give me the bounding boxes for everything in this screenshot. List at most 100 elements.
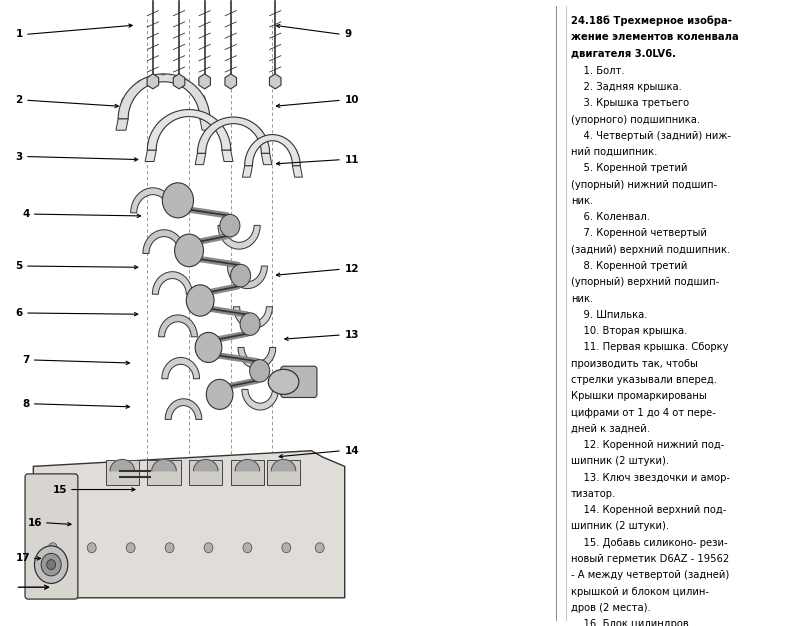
Polygon shape [218,225,260,249]
Circle shape [34,546,68,583]
Text: 1: 1 [15,29,23,39]
FancyBboxPatch shape [230,460,264,485]
Polygon shape [147,74,158,89]
Polygon shape [222,150,233,162]
Polygon shape [158,315,198,337]
Polygon shape [165,399,202,419]
Circle shape [48,543,58,553]
Polygon shape [242,166,253,177]
Text: Крышки промаркированы: Крышки промаркированы [570,391,706,401]
Text: ний подшипник.: ний подшипник. [570,147,657,157]
Circle shape [315,543,324,553]
Text: 4: 4 [22,209,30,219]
Text: крышкой и блоком цилин-: крышкой и блоком цилин- [570,587,709,597]
Text: шипник (2 штуки).: шипник (2 штуки). [570,456,669,466]
Polygon shape [143,230,185,254]
Polygon shape [270,74,281,89]
FancyBboxPatch shape [25,474,78,599]
Text: 16. Блок цилиндров.: 16. Блок цилиндров. [570,619,692,626]
Circle shape [165,543,174,553]
Text: стрелки указывали вперед.: стрелки указывали вперед. [570,375,717,385]
Circle shape [162,183,194,218]
Text: 1. Болт.: 1. Болт. [570,66,624,76]
Text: 2: 2 [15,95,23,105]
Text: 9: 9 [345,29,352,39]
Polygon shape [198,117,270,153]
Text: 11: 11 [345,155,359,165]
Polygon shape [152,272,192,294]
Polygon shape [130,188,175,213]
Text: 7: 7 [22,355,30,365]
Text: (задний) верхний подшипник.: (задний) верхний подшипник. [570,245,730,255]
Polygon shape [242,389,278,410]
Polygon shape [174,74,185,89]
Text: 15. Добавь силиконо- рези-: 15. Добавь силиконо- рези- [570,538,727,548]
Text: ник.: ник. [570,196,593,206]
Text: ник.: ник. [570,294,593,304]
Text: (упорного) подшипника.: (упорного) подшипника. [570,115,700,125]
Text: 5. Коренной третий: 5. Коренной третий [570,163,687,173]
Ellipse shape [268,369,299,394]
Text: 10: 10 [345,95,359,105]
Polygon shape [110,459,134,471]
Polygon shape [194,459,218,471]
Text: 14: 14 [345,446,359,456]
Text: жение элементов коленвала: жение элементов коленвала [570,32,738,42]
Text: 13: 13 [345,330,359,340]
Polygon shape [245,135,300,166]
Text: 8. Коренной третий: 8. Коренной третий [570,261,687,271]
Text: 3. Крышка третьего: 3. Крышка третьего [570,98,689,108]
Text: 15: 15 [53,485,67,495]
Polygon shape [293,166,302,177]
Circle shape [41,553,61,576]
Text: 7. Коренной четвертый: 7. Коренной четвертый [570,228,706,239]
Text: шипник (2 штуки).: шипник (2 штуки). [570,521,669,531]
Text: 10. Вторая крышка.: 10. Вторая крышка. [570,326,687,336]
Text: 17: 17 [15,553,30,563]
Text: цифрами от 1 до 4 от пере-: цифрами от 1 до 4 от пере- [570,408,715,418]
Text: (упорный) нижний подшип-: (упорный) нижний подшип- [570,180,717,190]
FancyBboxPatch shape [147,460,181,485]
Polygon shape [118,74,210,119]
Polygon shape [234,307,273,329]
FancyBboxPatch shape [189,460,222,485]
Text: 6. Коленвал.: 6. Коленвал. [570,212,650,222]
Polygon shape [235,459,260,471]
Circle shape [204,543,213,553]
Polygon shape [238,347,276,369]
Text: 8: 8 [22,399,30,409]
Text: 5: 5 [15,261,23,271]
Polygon shape [152,459,176,471]
Circle shape [195,332,222,362]
Circle shape [240,313,260,336]
Circle shape [243,543,252,553]
Polygon shape [225,74,237,89]
Text: дней к задней.: дней к задней. [570,424,650,434]
Text: - А между четвертой (задней): - А между четвертой (задней) [570,570,729,580]
Polygon shape [162,357,200,379]
Polygon shape [199,74,210,89]
Text: 2. Задняя крышка.: 2. Задняя крышка. [570,82,682,92]
Text: 9. Шпилька.: 9. Шпилька. [570,310,647,320]
Text: двигателя 3.0LV6.: двигателя 3.0LV6. [570,48,676,58]
Text: 12. Коренной нижний под-: 12. Коренной нижний под- [570,440,724,450]
Text: (упорный) верхний подшип-: (упорный) верхний подшип- [570,277,719,287]
Circle shape [282,543,290,553]
Polygon shape [227,266,267,289]
Polygon shape [147,110,230,150]
Polygon shape [262,153,272,165]
Text: 14. Коренной верхний под-: 14. Коренной верхний под- [570,505,726,515]
Polygon shape [116,119,128,130]
Text: новый герметик D6AZ - 19562: новый герметик D6AZ - 19562 [570,554,729,564]
FancyBboxPatch shape [267,460,300,485]
Text: 13. Ключ звездочки и амор-: 13. Ключ звездочки и амор- [570,473,730,483]
Text: тизатор.: тизатор. [570,489,616,499]
Circle shape [87,543,96,553]
Text: 12: 12 [345,264,359,274]
Circle shape [126,543,135,553]
Text: 4. Четвертый (задний) ниж-: 4. Четвертый (задний) ниж- [570,131,730,141]
Circle shape [174,234,203,267]
Polygon shape [200,119,212,130]
Text: 3: 3 [15,151,23,162]
Polygon shape [195,153,206,165]
